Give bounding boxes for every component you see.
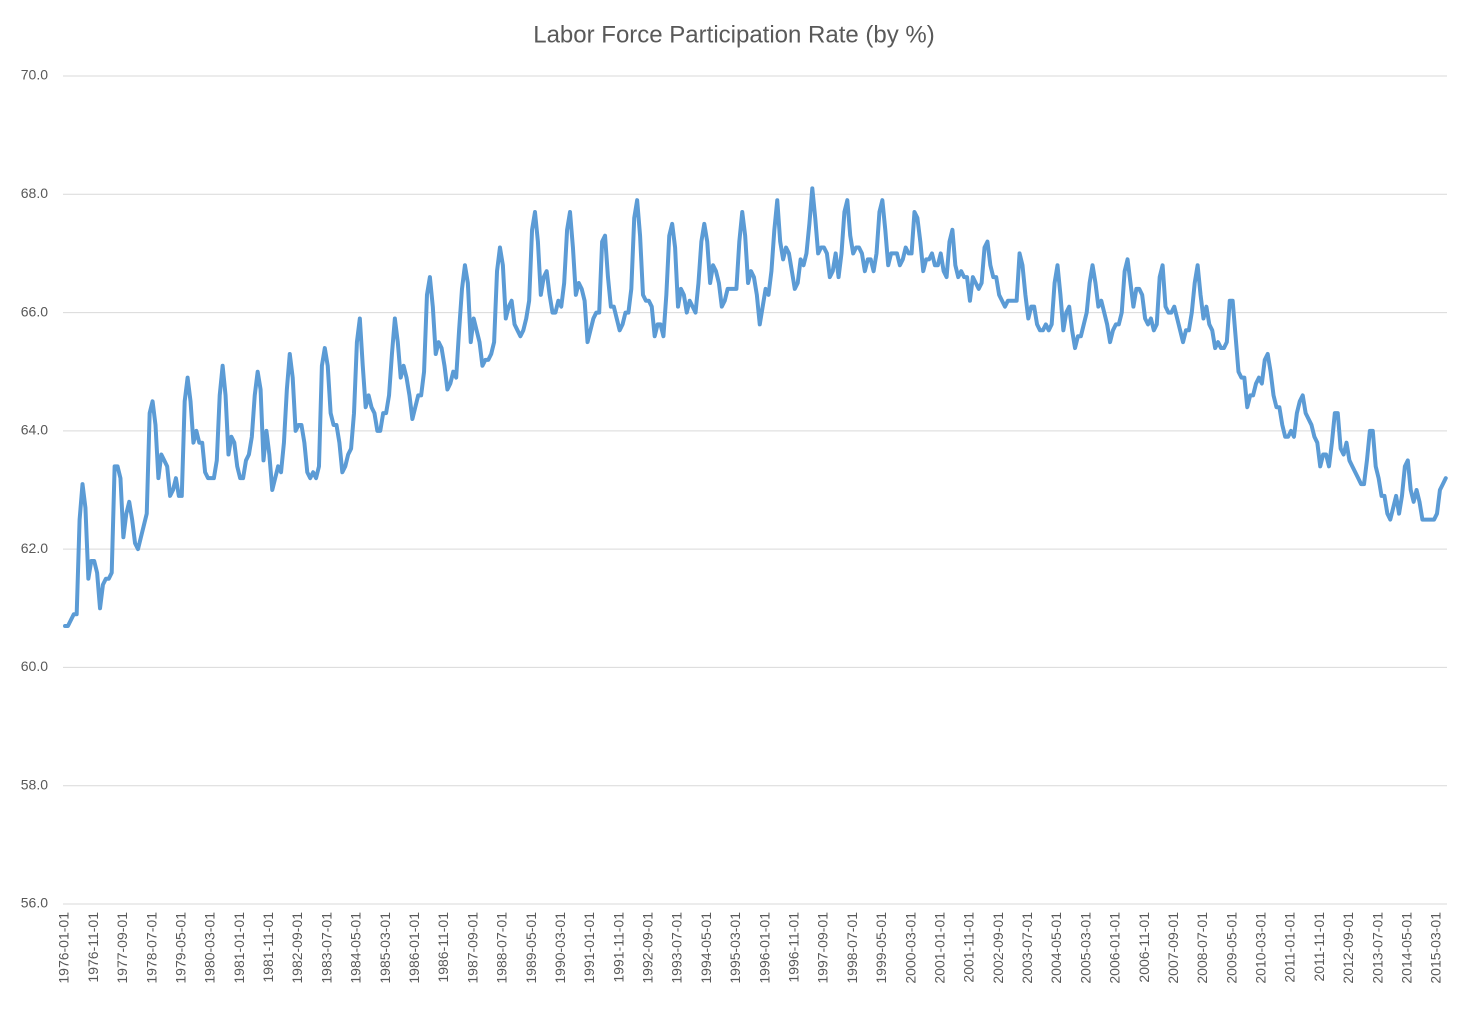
x-tick-label: 1981-11-01	[260, 912, 276, 983]
x-tick-label: 2010-03-01	[1253, 912, 1269, 984]
x-tick-label: 1985-03-01	[377, 912, 393, 984]
x-tick-label: 1999-05-01	[873, 912, 889, 984]
x-tick-label: 1983-07-01	[318, 912, 334, 984]
x-tick-label: 1996-11-01	[785, 912, 801, 983]
x-tick-label: 1992-09-01	[640, 912, 656, 984]
y-tick-label: 66.0	[21, 303, 48, 319]
x-tick-label: 1994-05-01	[698, 912, 714, 984]
x-tick-label: 1976-11-01	[85, 912, 101, 983]
x-tick-label: 1984-05-01	[348, 912, 364, 984]
x-tick-label: 1986-11-01	[435, 912, 451, 983]
x-tick-label: 1982-09-01	[289, 912, 305, 984]
x-tick-label: 2015-03-01	[1428, 912, 1444, 984]
y-tick-label: 64.0	[21, 422, 48, 438]
x-tick-label: 2012-09-01	[1340, 912, 1356, 984]
x-tick-label: 1979-05-01	[172, 912, 188, 984]
x-tick-label: 2008-07-01	[1194, 912, 1210, 984]
x-tick-label: 1991-01-01	[581, 912, 597, 984]
x-tick-label: 2011-11-01	[1311, 912, 1327, 982]
y-tick-label: 70.0	[21, 67, 48, 83]
y-tick-label: 58.0	[21, 776, 48, 792]
y-tick-label: 68.0	[21, 185, 48, 201]
x-tick-label: 2013-07-01	[1369, 912, 1385, 984]
x-tick-label: 1989-05-01	[523, 912, 539, 984]
x-tick-label: 2003-07-01	[1019, 912, 1035, 984]
x-tick-label: 1996-01-01	[756, 912, 772, 984]
x-tick-label: 1990-03-01	[552, 912, 568, 984]
x-tick-label: 2011-01-01	[1282, 912, 1298, 983]
x-tick-label: 1987-09-01	[464, 912, 480, 984]
data-line	[63, 186, 1448, 629]
x-tick-label: 2005-03-01	[1077, 912, 1093, 984]
x-tick-label: 1978-07-01	[143, 912, 159, 984]
x-tick-label: 1981-01-01	[231, 912, 247, 984]
x-tick-label: 2009-05-01	[1223, 912, 1239, 984]
y-tick-label: 56.0	[21, 895, 48, 911]
x-tick-label: 2004-05-01	[1048, 912, 1064, 984]
x-tick-label: 2002-09-01	[990, 912, 1006, 984]
x-tick-label: 1988-07-01	[494, 912, 510, 984]
x-tick-label: 2001-11-01	[961, 912, 977, 983]
x-tick-label: 1977-09-01	[114, 912, 130, 984]
x-tick-label: 2006-01-01	[1107, 912, 1123, 984]
x-tick-label: 2006-11-01	[1136, 912, 1152, 983]
x-tick-label: 1976-01-01	[56, 912, 72, 984]
x-tick-label: 1991-11-01	[610, 912, 626, 983]
x-tick-label: 1980-03-01	[202, 912, 218, 984]
x-tick-label: 2001-01-01	[931, 912, 947, 984]
x-tick-label: 1998-07-01	[844, 912, 860, 984]
y-tick-label: 60.0	[21, 658, 48, 674]
x-tick-label: 1986-01-01	[406, 912, 422, 984]
x-tick-label: 1997-09-01	[815, 912, 831, 984]
x-tick-label: 2014-05-01	[1399, 912, 1415, 984]
x-tick-label: 2000-03-01	[902, 912, 918, 984]
x-tick-label: 1993-07-01	[669, 912, 685, 984]
x-tick-label: 1995-03-01	[727, 912, 743, 984]
chart-title: Labor Force Participation Rate (by %)	[533, 21, 935, 48]
y-tick-label: 62.0	[21, 540, 48, 556]
x-tick-label: 2007-09-01	[1165, 912, 1181, 984]
